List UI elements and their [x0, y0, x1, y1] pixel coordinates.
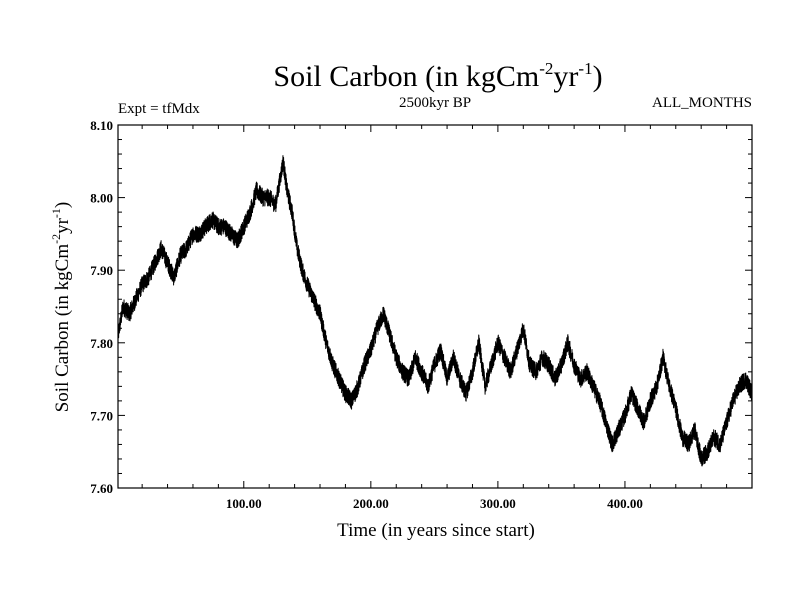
chart-title: Soil Carbon (in kgCm-2yr-1)	[273, 59, 602, 93]
y-tick-label: 7.70	[90, 408, 113, 423]
soil-carbon-series-line	[117, 155, 753, 467]
experiment-label: Expt = tfMdx	[118, 101, 200, 117]
x-axis-title: Time (in years since start)	[337, 520, 535, 541]
y-tick-label: 8.00	[90, 191, 113, 206]
y-tick-label: 7.80	[90, 336, 113, 351]
y-tick-label: 7.60	[90, 481, 113, 496]
x-tick-label: 300.00	[480, 496, 516, 511]
y-axis-title: Soil Carbon (in kgCm-2yr-1)	[49, 202, 73, 413]
months-label: ALL_MONTHS	[652, 95, 752, 111]
x-tick-label: 400.00	[607, 496, 643, 511]
period-label: 2500kyr BP	[399, 95, 471, 111]
x-tick-label: 200.00	[353, 496, 389, 511]
y-tick-label: 7.90	[90, 263, 113, 278]
y-tick-label: 8.10	[90, 118, 113, 133]
x-tick-label: 100.00	[226, 496, 262, 511]
plot-frame	[117, 124, 753, 489]
